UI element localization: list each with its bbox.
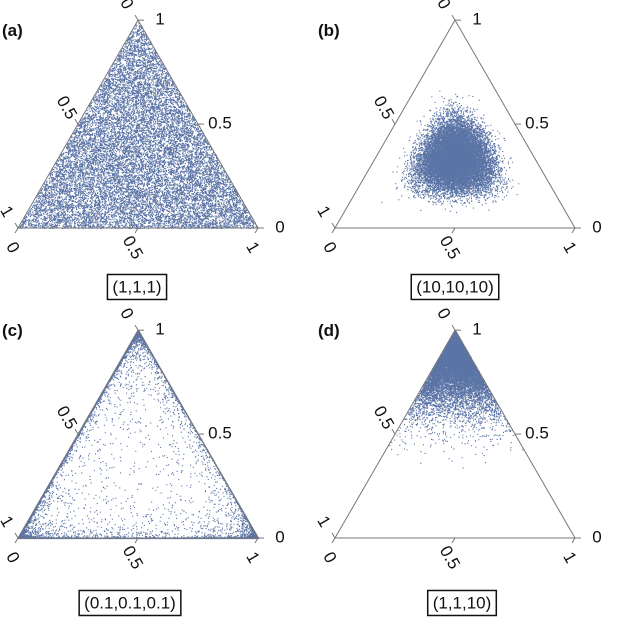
caption-box [78, 589, 182, 617]
bottom-axis-tick [134, 227, 139, 234]
scatter-points [19, 21, 259, 230]
left-axis-tick [391, 118, 396, 125]
bottom-axis-tick [254, 537, 259, 544]
left-axis-tick-label: 1 [0, 513, 17, 531]
left-axis-tick [74, 118, 79, 125]
left-axis-tick-label: 0 [116, 305, 137, 323]
left-axis-tick-label: 0.5 [370, 93, 398, 123]
left-axis-tick [14, 532, 19, 539]
right-axis-tick-label: 1 [472, 320, 481, 339]
left-axis-tick-label: 0.5 [370, 403, 398, 433]
bottom-axis-tick-label: 1 [242, 549, 263, 567]
bottom-axis-tick-label: 0.5 [119, 233, 147, 263]
caption-box [106, 273, 168, 301]
caption-box [410, 273, 500, 301]
bottom-axis-tick-label: 0.5 [436, 233, 464, 263]
right-axis-tick-label: 0.5 [525, 114, 549, 133]
left-axis-tick [134, 14, 139, 21]
bottom-axis-tick-label: 0 [319, 239, 340, 257]
scatter-points [18, 330, 260, 540]
bottom-axis-tick [14, 227, 19, 234]
bottom-axis-tick [331, 537, 336, 544]
left-axis-tick [331, 532, 336, 539]
left-axis-tick-label: 0 [433, 0, 454, 12]
bottom-axis-tick-label: 0.5 [119, 543, 147, 573]
panel-label: (a) [2, 21, 23, 40]
right-axis-tick-label: 0 [275, 217, 284, 236]
caption-text: (1,1,10) [433, 593, 492, 612]
right-axis-tick-label: 1 [472, 10, 481, 29]
left-axis-tick-label: 1 [313, 203, 334, 221]
right-axis-tick-label: 1 [155, 10, 164, 29]
bottom-axis-tick-label: 1 [559, 549, 580, 567]
bottom-axis-tick-label: 0 [2, 239, 23, 257]
panel-label: (d) [318, 321, 340, 340]
bottom-axis-tick [331, 227, 336, 234]
panel-label: (b) [318, 21, 340, 40]
left-axis-tick [14, 222, 19, 229]
caption-text: (10,10,10) [416, 277, 494, 296]
right-axis-tick-label: 0.5 [208, 424, 232, 443]
right-axis-tick-label: 0.5 [208, 114, 232, 133]
left-axis-tick [74, 428, 79, 435]
bottom-axis-tick-label: 0 [2, 549, 23, 567]
right-axis-tick-label: 0 [592, 217, 601, 236]
scatter-points [381, 90, 520, 213]
right-axis-tick-label: 1 [155, 320, 164, 339]
right-axis-tick-label: 0 [592, 527, 601, 546]
left-axis-tick-label: 0 [433, 305, 454, 323]
left-axis-tick-label: 1 [313, 513, 334, 531]
bottom-axis-tick [14, 537, 19, 544]
bottom-axis-tick-label: 0 [319, 549, 340, 567]
caption-box [426, 589, 498, 617]
bottom-axis-tick [451, 227, 456, 234]
right-axis-tick-label: 0.5 [525, 424, 549, 443]
panel-label: (c) [2, 321, 23, 340]
bottom-axis-tick-label: 1 [559, 239, 580, 257]
left-axis-tick-label: 0.5 [53, 93, 81, 123]
left-axis-tick-label: 1 [0, 203, 17, 221]
left-axis-tick [451, 14, 456, 21]
left-axis-tick [331, 222, 336, 229]
caption-text: (0.1,0.1,0.1) [84, 593, 176, 612]
scatter-points [389, 330, 524, 469]
bottom-axis-tick [571, 227, 576, 234]
left-axis-tick-label: 0 [116, 0, 137, 12]
right-axis-tick-label: 0 [275, 527, 284, 546]
bottom-axis-tick [254, 227, 259, 234]
left-axis-tick-label: 0.5 [53, 403, 81, 433]
left-axis-tick [134, 324, 139, 331]
bottom-axis-tick-label: 0.5 [436, 543, 464, 573]
caption-text: (1,1,1) [112, 277, 161, 296]
bottom-axis-tick-label: 1 [242, 239, 263, 257]
bottom-axis-tick [571, 537, 576, 544]
bottom-axis-tick [134, 537, 139, 544]
left-axis-tick [451, 324, 456, 331]
bottom-axis-tick [451, 537, 456, 544]
left-axis-tick [391, 428, 396, 435]
